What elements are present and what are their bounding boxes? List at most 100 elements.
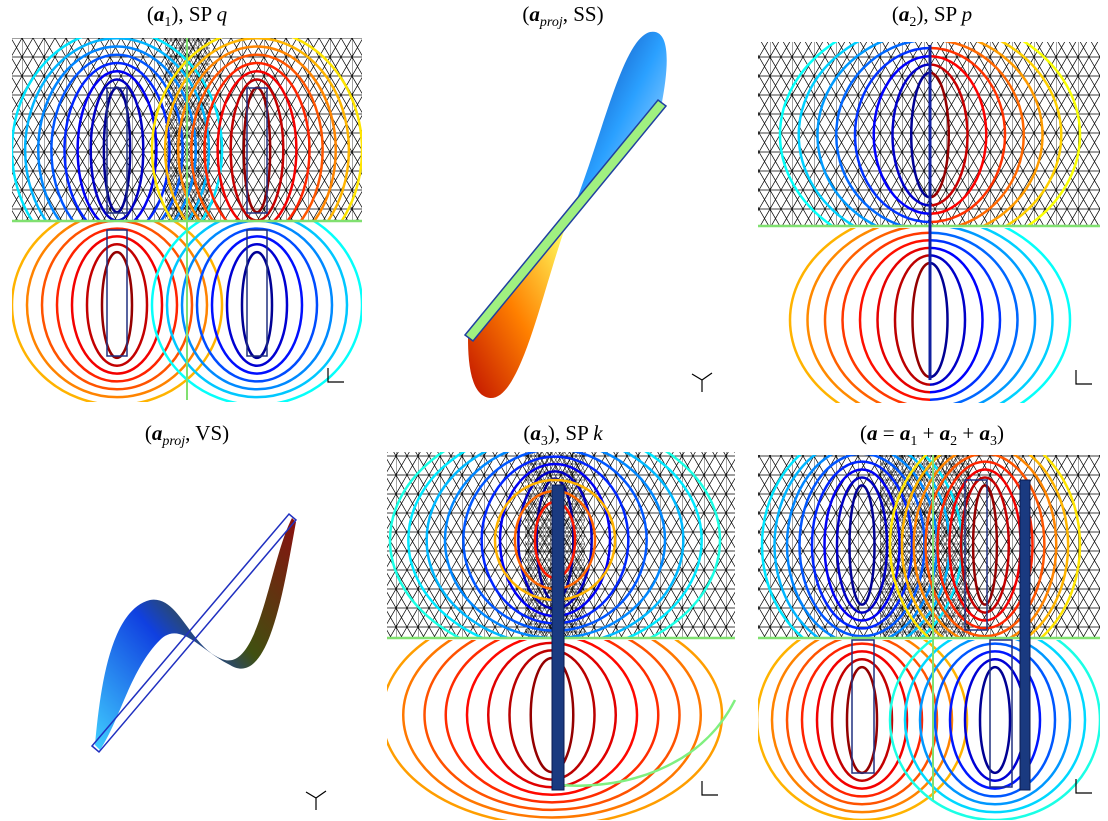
contour: [976, 42, 1044, 225]
contour: [443, 452, 667, 637]
contour: [949, 228, 1037, 403]
ribbon-lobe: [565, 31, 667, 229]
axis-glyph: [305, 790, 327, 810]
title-part: 3: [541, 434, 548, 449]
contour: [933, 642, 1057, 798]
title-part: q: [217, 2, 228, 26]
contour: [388, 452, 722, 637]
axis-glyph: [1075, 370, 1092, 385]
contour: [70, 235, 164, 375]
contour: [758, 640, 969, 820]
title-part: 1: [164, 15, 171, 30]
contour: [963, 658, 1027, 782]
contour: [900, 455, 1070, 637]
axis-glyph: [1075, 779, 1092, 794]
title-part: (: [523, 421, 530, 445]
contour: [971, 484, 999, 606]
contour: [830, 658, 894, 782]
contours: [150, 38, 362, 220]
title-part: a: [152, 421, 163, 445]
contour: [918, 640, 1072, 806]
contour: [407, 452, 703, 637]
contour: [225, 243, 289, 367]
contour: [50, 53, 184, 220]
contour: [816, 42, 884, 225]
title-part: a: [154, 2, 165, 26]
contour: [936, 460, 1034, 630]
title-part: proj: [539, 15, 563, 30]
contour: [858, 239, 930, 401]
conductor: [246, 229, 268, 357]
panel-title: (a3), SP k: [523, 421, 603, 449]
conductor: [106, 87, 128, 214]
contour: [924, 455, 1046, 637]
contours: [788, 228, 930, 403]
ribbon-strip: [90, 512, 298, 754]
contour: [930, 254, 967, 386]
contour: [85, 243, 149, 367]
contour: [930, 231, 1019, 403]
title-part: a: [900, 421, 911, 445]
contour: [800, 642, 924, 798]
contour: [912, 455, 1058, 637]
contour: [150, 222, 362, 402]
conductor: [551, 484, 565, 791]
contour: [815, 650, 909, 790]
contour: [190, 53, 324, 220]
title-part: a: [867, 421, 878, 445]
axis-glyph: [691, 372, 713, 392]
contour: [12, 38, 224, 220]
contour: [163, 38, 351, 220]
contour: [23, 38, 211, 220]
contour: [240, 250, 274, 360]
contours: [930, 228, 1072, 403]
contour: [930, 46, 1007, 224]
contour: [810, 460, 914, 630]
contour: [387, 640, 724, 820]
title-part: a: [980, 421, 991, 445]
contour: [835, 476, 889, 614]
panel-title: (a = a1 + a2 + a3): [860, 421, 1004, 449]
contour: [1022, 42, 1082, 225]
title-part: (: [145, 421, 152, 445]
panel-title: (a1), SP q: [147, 2, 228, 30]
title-part: 3: [990, 434, 997, 449]
title-part: =: [877, 421, 899, 445]
contour: [40, 222, 194, 391]
contour: [25, 222, 209, 399]
contour: [910, 71, 930, 199]
title-part: (: [522, 2, 529, 26]
contours: [150, 222, 362, 402]
contour: [903, 640, 1087, 814]
contour: [1000, 42, 1063, 225]
contour: [806, 228, 880, 403]
contours: [930, 42, 1082, 225]
title-part: (: [860, 421, 867, 445]
contour: [150, 38, 362, 220]
contour: [37, 45, 197, 220]
contour: [76, 70, 158, 220]
title-part: 2: [950, 434, 957, 449]
contour: [89, 78, 145, 220]
contour: [891, 63, 930, 207]
panel-title: (aproj, VS): [145, 421, 229, 449]
contour: [930, 261, 949, 379]
contour: [980, 228, 1054, 403]
contour: [797, 42, 860, 225]
title-part: ), SP: [916, 2, 961, 26]
contour: [872, 55, 930, 215]
title-part: +: [917, 421, 939, 445]
contour: [210, 235, 304, 375]
conductor: [246, 87, 268, 214]
contour: [911, 261, 930, 379]
contour: [195, 227, 319, 383]
title-part: p: [960, 2, 973, 26]
conductor: [964, 479, 988, 631]
contours: [888, 455, 1082, 637]
contour: [893, 254, 930, 386]
contour: [203, 61, 311, 220]
contour: [835, 42, 917, 225]
contour: [100, 250, 134, 360]
contour: [444, 640, 660, 804]
